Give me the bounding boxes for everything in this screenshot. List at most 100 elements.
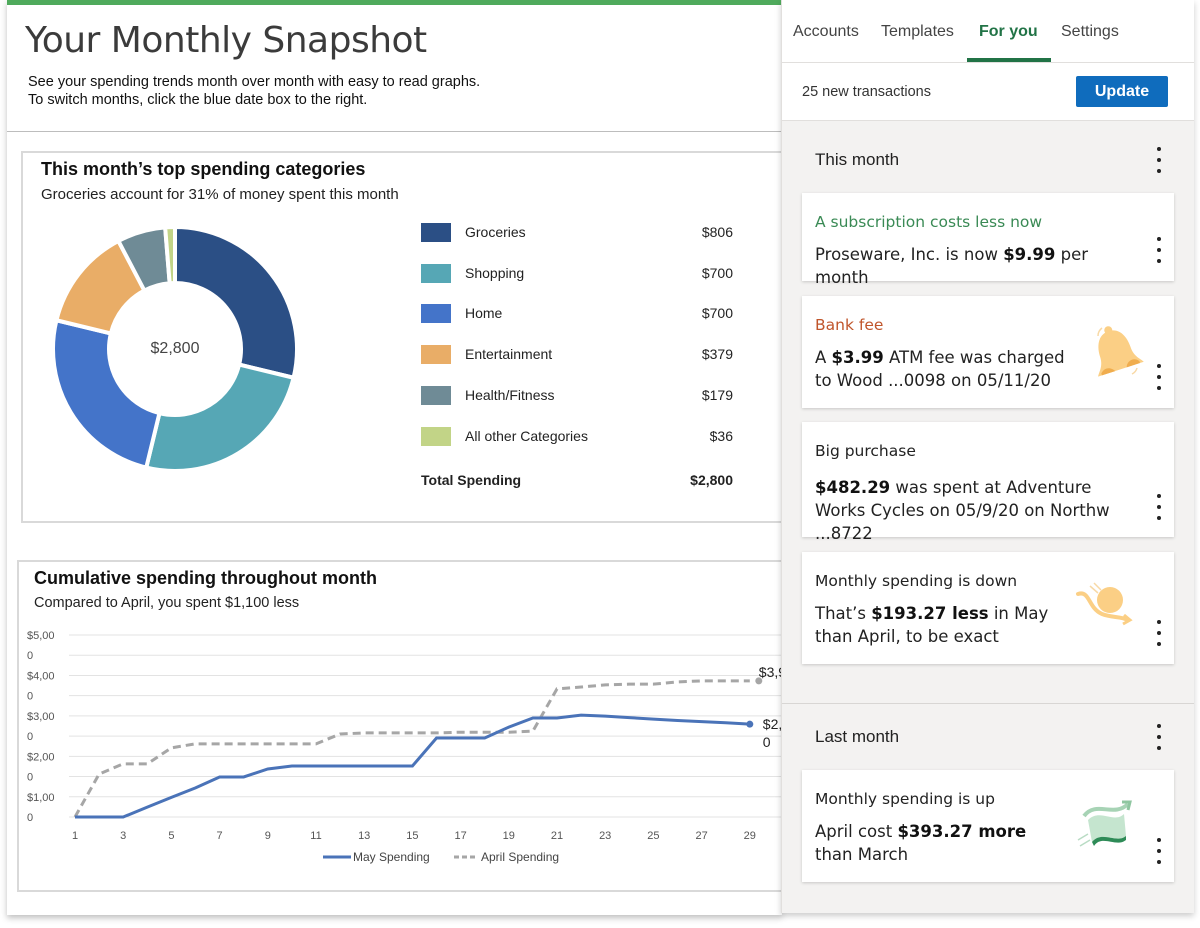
legend-value: $379 bbox=[701, 346, 733, 363]
tab-for-you[interactable]: For you bbox=[979, 23, 1038, 40]
new-transactions-count: 25 new transactions bbox=[802, 84, 931, 100]
tile-spending-up[interactable]: Monthly spending is up April cost $393.2… bbox=[802, 770, 1174, 882]
tile-body-text: in May than April, to be exact bbox=[815, 604, 1049, 646]
tile-spending-down[interactable]: Monthly spending is down That’s $193.27 … bbox=[802, 552, 1174, 664]
y-tick-label: $3,00 bbox=[27, 711, 55, 723]
donut-slice-groceries bbox=[173, 224, 299, 381]
x-tick-label: 1 bbox=[72, 830, 78, 842]
tile-body-text: That’s bbox=[815, 604, 872, 623]
falling-coin-icon bbox=[1076, 582, 1133, 626]
accent-bar bbox=[7, 0, 782, 5]
legend-label: All other Categories bbox=[465, 427, 588, 444]
tile-body-text: A bbox=[815, 348, 832, 367]
y-tick-label: 0 bbox=[27, 650, 33, 662]
pane-tabs: Accounts Templates For you Settings bbox=[782, 0, 1194, 63]
line-title: Cumulative spending throughout month bbox=[34, 568, 377, 588]
tile-body-text: Proseware, Inc. is now bbox=[815, 245, 1004, 264]
tab-settings[interactable]: Settings bbox=[1061, 23, 1119, 40]
x-tick-label: 5 bbox=[168, 830, 174, 842]
tile-more-icon[interactable] bbox=[1154, 492, 1164, 522]
total-label: Total Spending bbox=[421, 472, 522, 489]
x-tick-label: 17 bbox=[454, 830, 466, 842]
legend-swatch bbox=[421, 263, 451, 283]
y-tick-label: 0 bbox=[27, 731, 33, 743]
tile-more-icon[interactable] bbox=[1154, 362, 1164, 392]
tile-subscription[interactable]: A subscription costs less now Proseware,… bbox=[802, 193, 1174, 287]
donut-slice-shopping bbox=[143, 362, 296, 473]
donut-subtitle: Groceries account for 31% of money spent… bbox=[41, 186, 399, 203]
x-tick-label: 3 bbox=[120, 830, 126, 842]
tile-big-purchase[interactable]: Big purchase $482.29 was spent at Advent… bbox=[802, 422, 1174, 543]
legend-row: Health/Fitness $179 bbox=[421, 384, 741, 406]
x-tick-label: 13 bbox=[358, 830, 370, 842]
y-tick-label: $1,00 bbox=[27, 792, 55, 804]
legend-total-row: Total Spending $2,800 bbox=[421, 469, 741, 491]
tile-body-text: than March bbox=[815, 845, 909, 864]
tile-body: A $3.99 ATM fee was charged to Wood ...0… bbox=[815, 346, 1075, 392]
donut-slice-home bbox=[51, 317, 162, 470]
tile-bank-fee[interactable]: Bank fee A $3.99 ATM fee was charged to … bbox=[802, 296, 1174, 408]
tile-body-text: was spent at Adventure Works Cycles on 0… bbox=[815, 478, 1110, 543]
last-month-more-icon[interactable] bbox=[1154, 722, 1164, 752]
tile-more-icon[interactable] bbox=[1154, 618, 1164, 648]
legend-row: Shopping $700 bbox=[421, 262, 741, 284]
x-tick-label: 19 bbox=[503, 830, 515, 842]
may-spending-line bbox=[75, 713, 750, 819]
y-tick-label: $5,00 bbox=[27, 630, 55, 642]
tile-more-icon[interactable] bbox=[1154, 235, 1164, 265]
transactions-bar: 25 new transactions Update bbox=[782, 63, 1194, 121]
tile-body-text: per month bbox=[815, 245, 1089, 287]
section-divider bbox=[782, 703, 1194, 704]
tab-accounts[interactable]: Accounts bbox=[793, 23, 859, 40]
this-month-heading: This month bbox=[815, 150, 900, 169]
task-pane: Accounts Templates For you Settings 25 n… bbox=[781, 0, 1194, 913]
update-button[interactable]: Update bbox=[1076, 76, 1168, 107]
tile-title: Bank fee bbox=[815, 316, 884, 334]
tab-templates[interactable]: Templates bbox=[881, 23, 954, 40]
tile-body-emphasis: $193.27 less bbox=[871, 604, 989, 623]
tile-title: Monthly spending is down bbox=[815, 572, 1018, 590]
tile-body-emphasis: $393.27 more bbox=[897, 822, 1027, 841]
y-tick-label: $2,00 bbox=[27, 751, 55, 763]
legend-label: Entertainment bbox=[465, 346, 553, 363]
tile-title: Monthly spending is up bbox=[815, 790, 995, 808]
donut-center-label: $2,800 bbox=[151, 340, 200, 357]
tile-body: April cost $393.27 more than March bbox=[815, 820, 1065, 866]
legend-value: $806 bbox=[701, 224, 733, 240]
legend-value: $700 bbox=[701, 305, 733, 322]
legend-value: $36 bbox=[709, 427, 733, 444]
cumulative-spending-card: Cumulative spending throughout month Com… bbox=[17, 560, 782, 892]
legend-label: Groceries bbox=[465, 224, 526, 240]
y-tick-label: 0 bbox=[27, 812, 33, 824]
header-divider bbox=[7, 131, 782, 132]
this-month-more-icon[interactable] bbox=[1154, 145, 1164, 175]
x-tick-label: 23 bbox=[599, 830, 611, 842]
legend-value: $700 bbox=[701, 264, 733, 281]
subtitle-line-2: To switch months, click the blue date bo… bbox=[28, 92, 368, 108]
page-subtitle: See your spending trends month over mont… bbox=[28, 73, 480, 109]
tile-title: A subscription costs less now bbox=[815, 213, 1043, 231]
legend-swatch bbox=[421, 385, 451, 405]
legend-swatch bbox=[421, 304, 451, 324]
legend-row: Entertainment $379 bbox=[421, 343, 741, 365]
legend-swatch bbox=[421, 426, 451, 446]
tile-body: That’s $193.27 less in May than April, t… bbox=[815, 602, 1065, 648]
line-subtitle: Compared to April, you spent $1,100 less bbox=[34, 595, 300, 611]
legend-swatch bbox=[421, 345, 451, 365]
legend-may-label: May Spending bbox=[353, 850, 430, 864]
y-tick-label: 0 bbox=[27, 771, 33, 783]
money-up-icon bbox=[1077, 800, 1132, 847]
legend-row: Groceries $806 bbox=[421, 221, 741, 243]
legend-row: All other Categories $36 bbox=[421, 425, 741, 447]
tile-more-icon[interactable] bbox=[1154, 836, 1164, 866]
april-spending-end-marker bbox=[755, 677, 763, 685]
legend-swatch bbox=[421, 223, 451, 242]
tile-body-emphasis: $482.29 bbox=[815, 478, 891, 497]
april-spending-line bbox=[73, 679, 750, 818]
x-tick-label: 25 bbox=[647, 830, 659, 842]
page-title: Your Monthly Snapshot bbox=[25, 20, 427, 61]
y-tick-label: $4,00 bbox=[27, 670, 55, 682]
y-tick-label: 0 bbox=[27, 690, 33, 702]
x-tick-label: 15 bbox=[406, 830, 418, 842]
legend-label: Health/Fitness bbox=[465, 386, 555, 403]
